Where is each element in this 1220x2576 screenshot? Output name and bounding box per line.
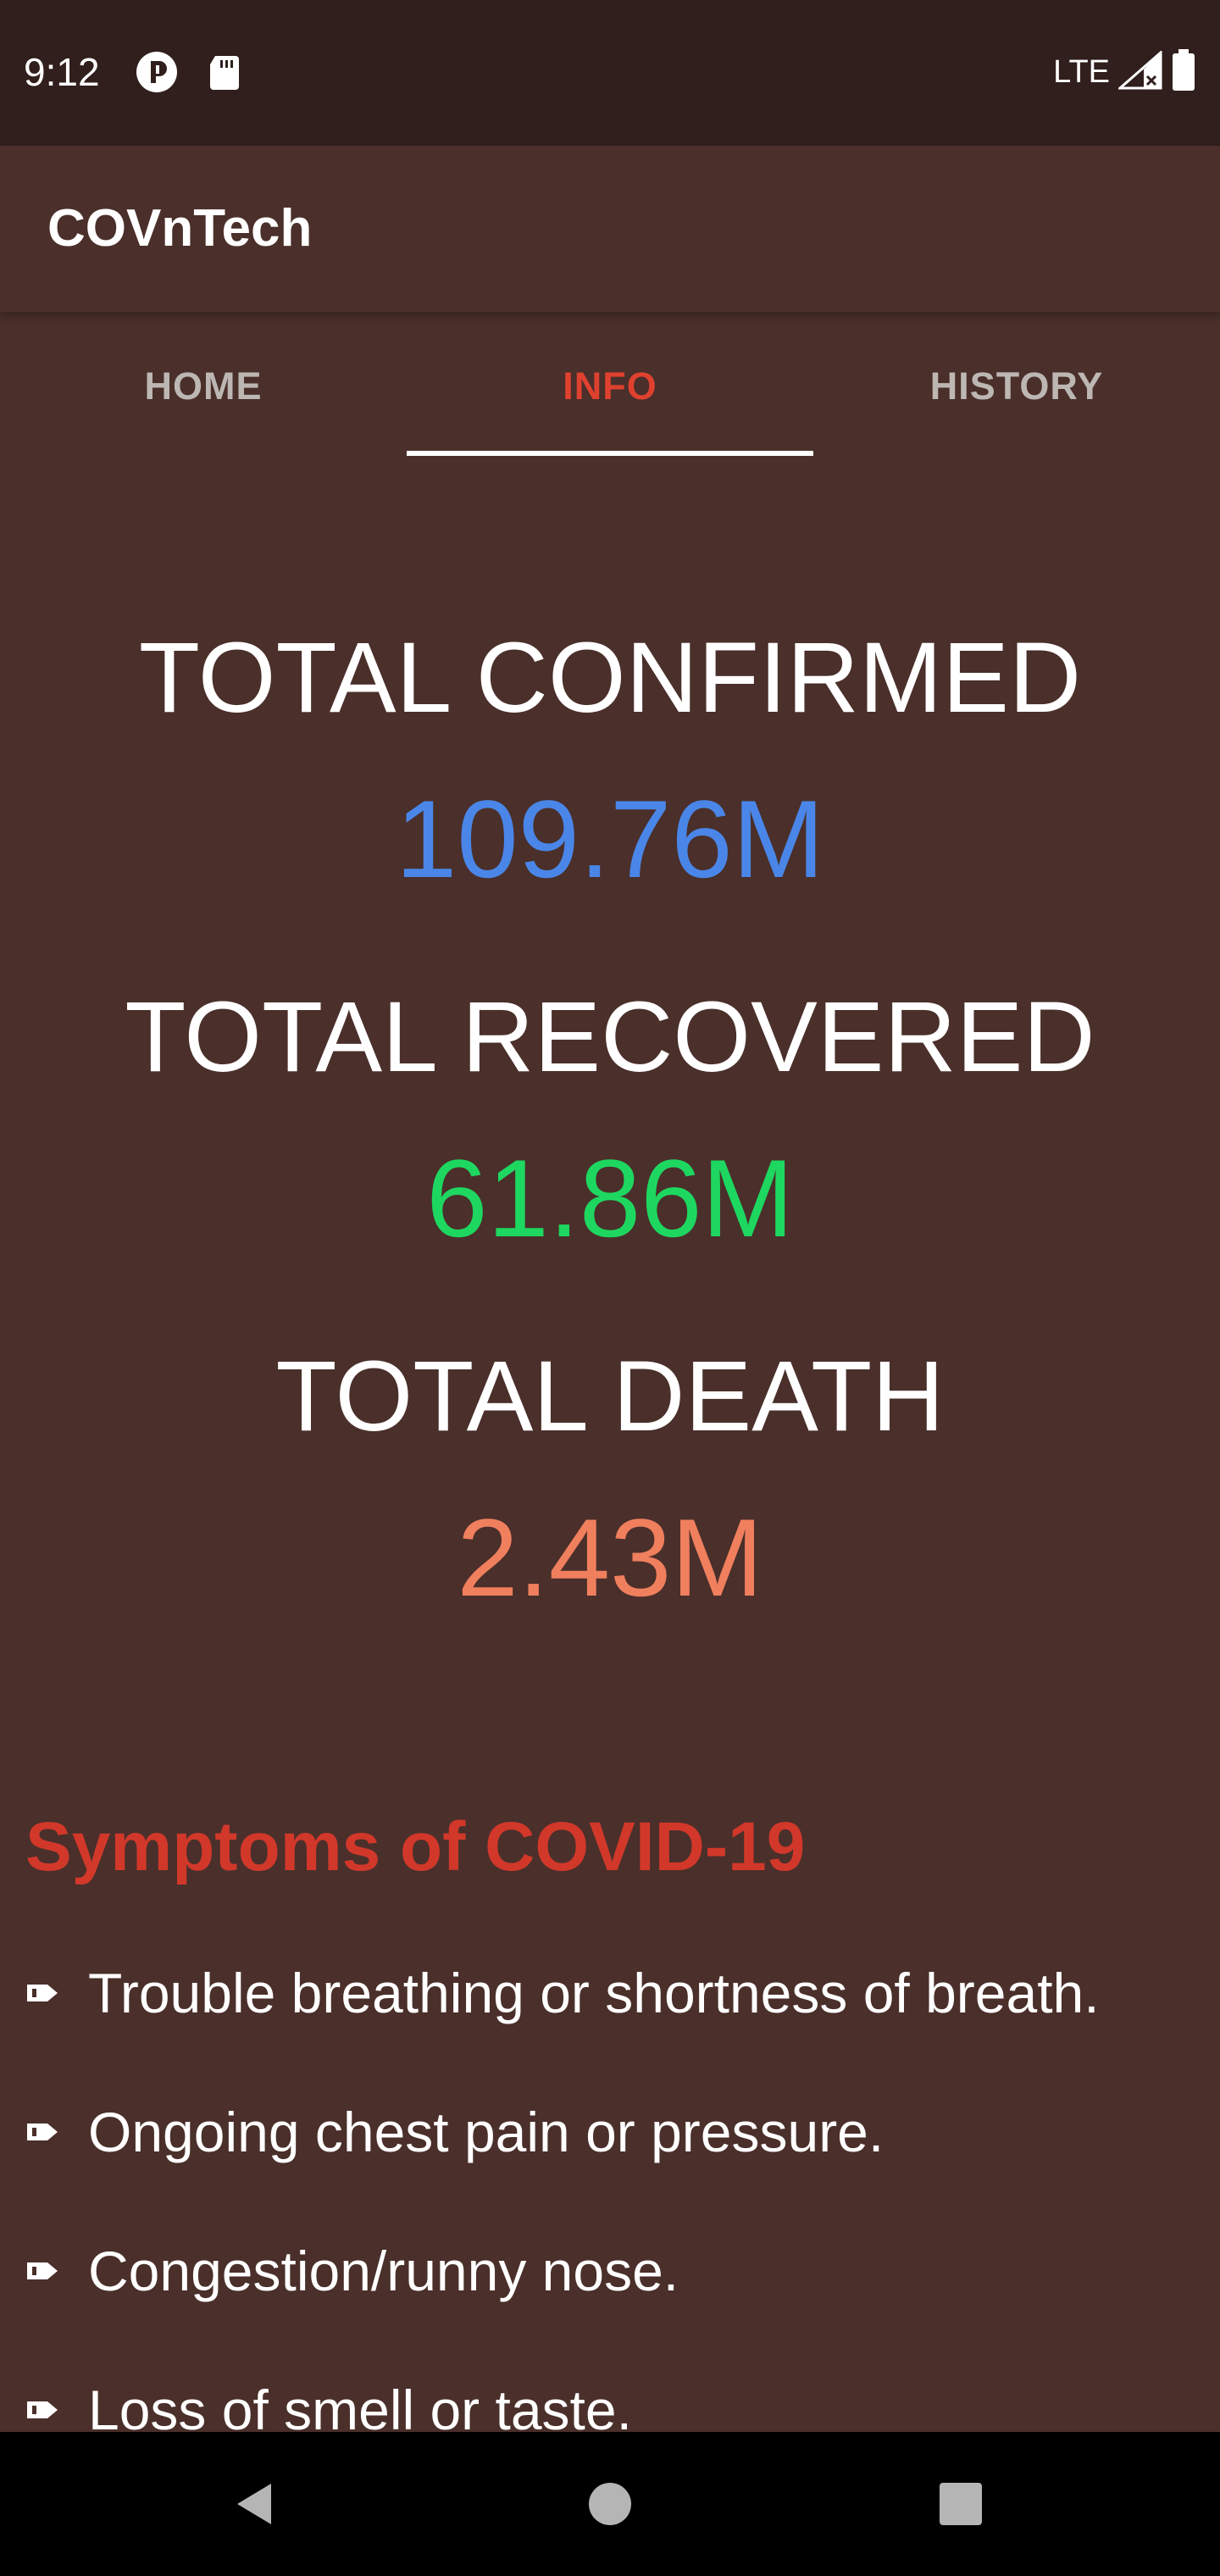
label-bullet-icon: [25, 2393, 59, 2427]
tab-home-label: HOME: [144, 364, 263, 408]
pocket-cast-icon: [136, 51, 178, 93]
symptom-item: Congestion/runny nose.: [0, 2201, 1220, 2340]
tab-info-label: INFO: [563, 364, 657, 408]
tab-history[interactable]: HISTORY: [813, 315, 1220, 456]
tab-history-label: HISTORY: [929, 364, 1104, 408]
recents-icon[interactable]: [927, 2470, 995, 2538]
symptom-item: Ongoing chest pain or pressure.: [0, 2062, 1220, 2201]
symptoms-heading: Symptoms of COVID-19: [25, 1808, 806, 1885]
symptom-text: Trouble breathing or shortness of breath…: [88, 1962, 1100, 2024]
network-type: LTE: [1053, 54, 1110, 90]
signal-icon: [1117, 49, 1162, 94]
death-value: 2.43M: [457, 1496, 763, 1619]
sd-card-icon: [203, 51, 246, 93]
symptoms-section: Symptoms of COVID-19 Trouble breathing o…: [0, 1796, 1220, 2479]
label-bullet-icon: [25, 2115, 59, 2149]
status-bar: 9:12 LTE: [0, 0, 1220, 146]
death-label: TOTAL DEATH: [275, 1341, 945, 1452]
status-right-group: LTE: [1053, 49, 1196, 96]
symptom-item: Loss of smell or taste.: [0, 2340, 1220, 2479]
symptoms-list: Trouble breathing or shortness of breath…: [0, 1924, 1220, 2479]
home-icon[interactable]: [576, 2470, 644, 2538]
symptom-text: Loss of smell or taste.: [88, 2379, 632, 2441]
tab-bar: HOME INFO HISTORY: [0, 315, 1220, 456]
confirmed-label: TOTAL CONFIRMED: [138, 622, 1082, 734]
app-title: COVnTech: [47, 199, 313, 258]
tab-info[interactable]: INFO: [407, 315, 813, 456]
status-time: 9:12: [24, 50, 100, 94]
system-nav-bar: [0, 2432, 1220, 2576]
tab-home[interactable]: HOME: [0, 315, 407, 456]
symptom-item: Trouble breathing or shortness of breath…: [0, 1924, 1220, 2062]
label-bullet-icon: [25, 1976, 59, 2010]
symptom-text: Ongoing chest pain or pressure.: [88, 2101, 884, 2163]
recovered-value: 61.86M: [426, 1136, 794, 1260]
stats-section: TOTAL CONFIRMED 109.76M TOTAL RECOVERED …: [0, 610, 1220, 1688]
tab-indicator: [407, 451, 813, 456]
label-bullet-icon: [25, 2254, 59, 2288]
app-bar: COVnTech: [0, 146, 1220, 312]
symptom-text: Congestion/runny nose.: [88, 2240, 679, 2302]
battery-icon: [1171, 49, 1196, 96]
confirmed-value: 109.76M: [396, 777, 824, 901]
recovered-label: TOTAL RECOVERED: [125, 981, 1095, 1093]
back-icon[interactable]: [220, 2470, 288, 2538]
